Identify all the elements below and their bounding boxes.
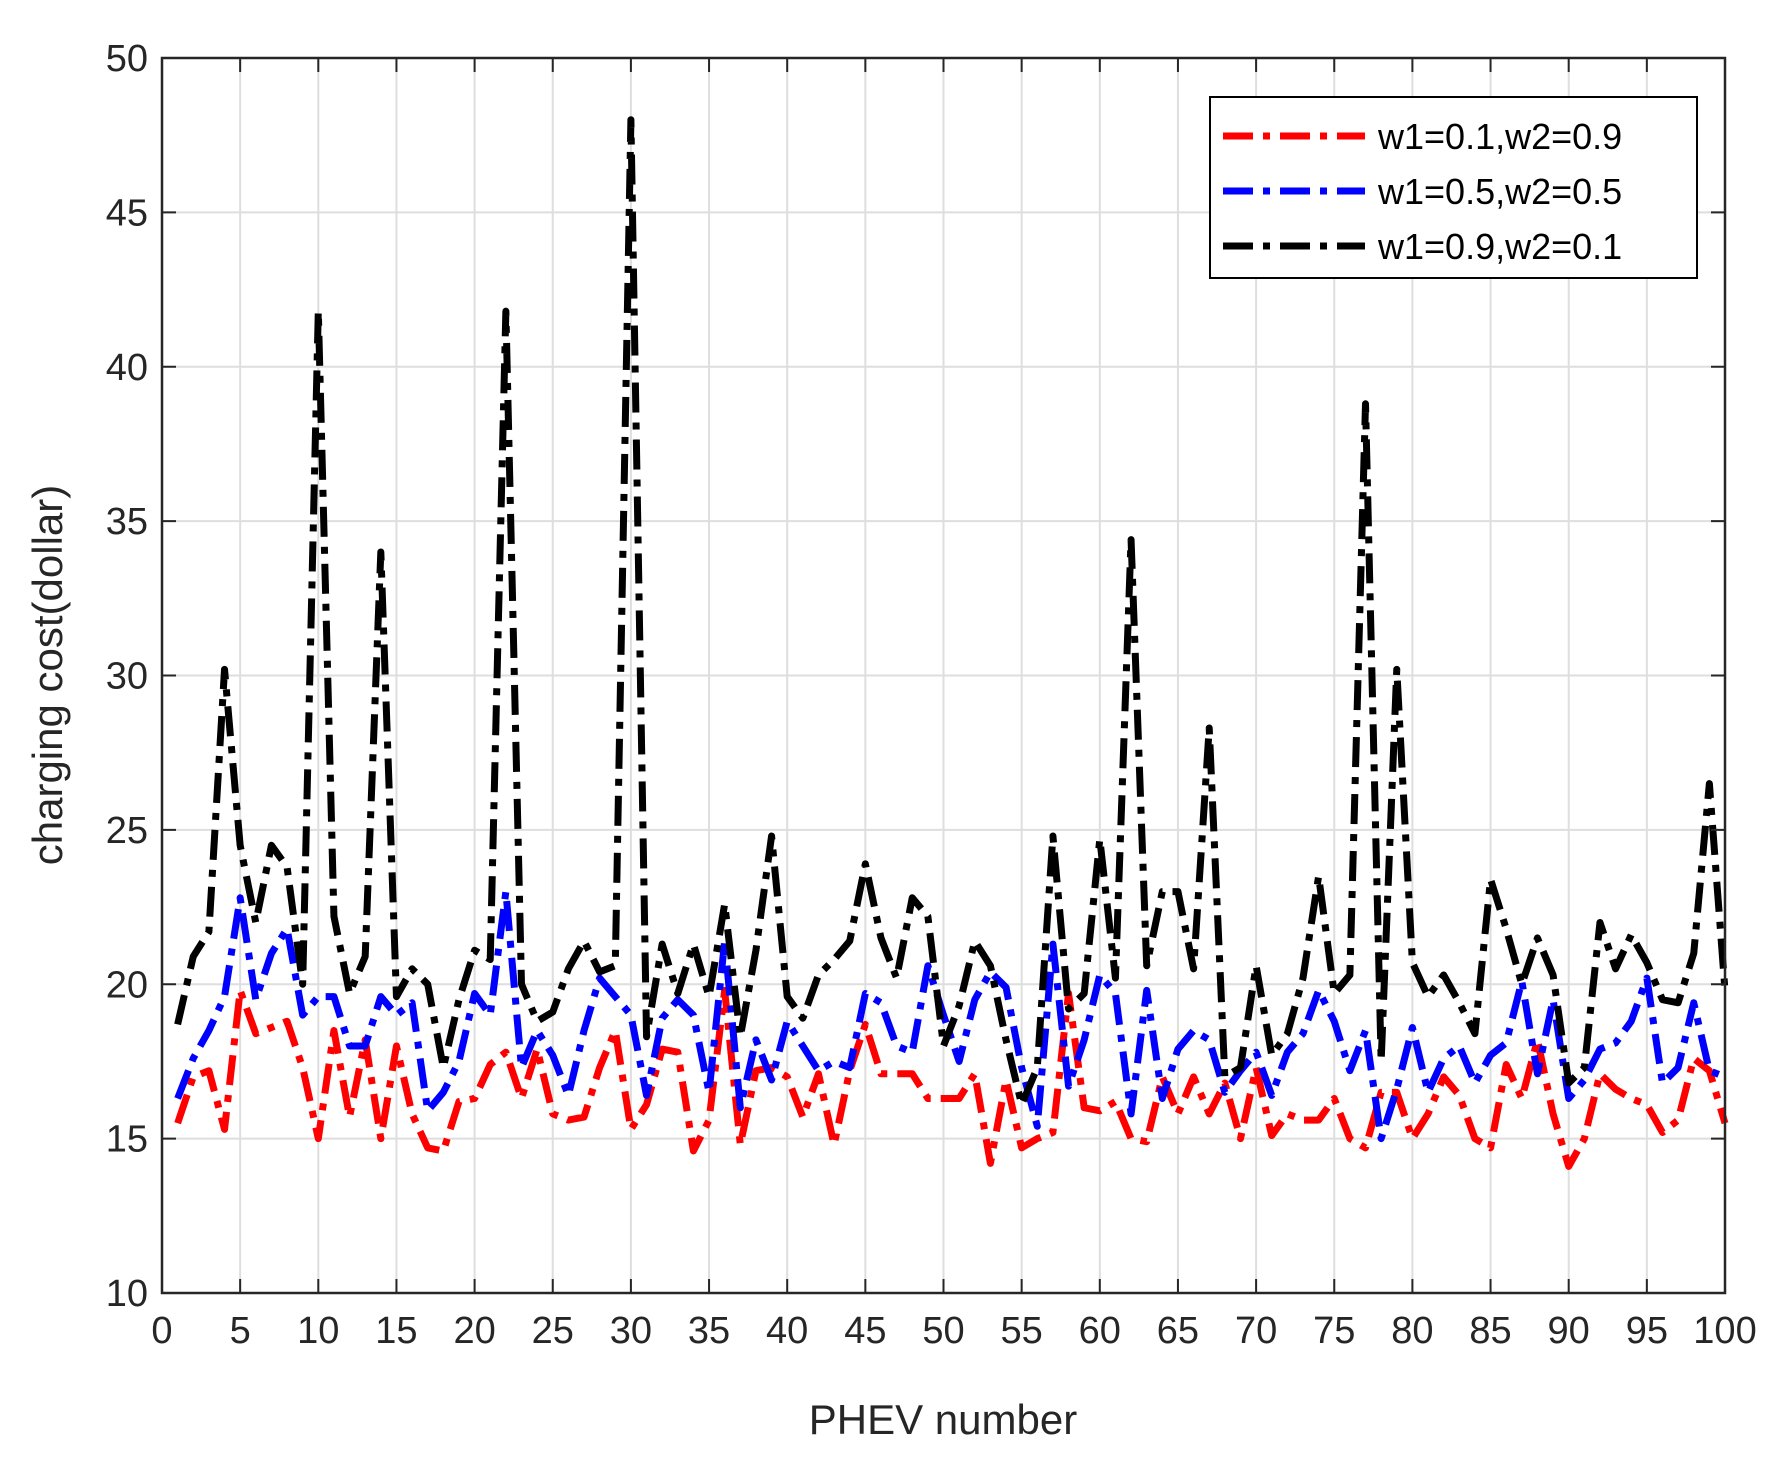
series-layer — [174, 116, 1729, 1170]
x-axis-label: PHEV number — [809, 1396, 1077, 1443]
legend-label: w1=0.9,w2=0.1 — [1377, 226, 1622, 267]
series-line-3 — [174, 116, 1729, 1109]
x-tick-label: 0 — [151, 1310, 172, 1352]
x-tick-label: 95 — [1626, 1310, 1668, 1352]
x-tick-label: 100 — [1693, 1310, 1756, 1352]
x-tick-label: 80 — [1391, 1310, 1433, 1352]
tick-marks — [161, 57, 1726, 1294]
y-tick-label: 50 — [106, 38, 148, 80]
x-tick-label: 45 — [844, 1310, 886, 1352]
x-tick-label: 20 — [453, 1310, 495, 1352]
y-tick-label: 30 — [106, 656, 148, 698]
y-tick-label: 45 — [106, 192, 148, 234]
x-tick-label: 40 — [766, 1310, 808, 1352]
x-tick-label: 85 — [1469, 1310, 1511, 1352]
tick-labels: 0 5 10 15 20 25 30 35 40 45 50 55 60 65 70 75 80 85 90 95 10… — [106, 38, 1757, 1352]
x-tick-label: 5 — [230, 1310, 251, 1352]
x-tick-label: 90 — [1548, 1310, 1590, 1352]
y-tick-label: 10 — [106, 1273, 148, 1315]
series-line-2 — [174, 888, 1727, 1143]
x-tick-label: 35 — [688, 1310, 730, 1352]
x-tick-label: 50 — [922, 1310, 964, 1352]
x-tick-label: 60 — [1079, 1310, 1121, 1352]
y-tick-label: 25 — [106, 810, 148, 852]
y-tick-label: 15 — [106, 1119, 148, 1161]
y-tick-label: 20 — [106, 964, 148, 1006]
x-tick-label: 70 — [1235, 1310, 1277, 1352]
x-tick-label: 75 — [1313, 1310, 1355, 1352]
x-tick-label: 65 — [1157, 1310, 1199, 1352]
x-tick-label: 30 — [610, 1310, 652, 1352]
x-tick-label: 10 — [297, 1310, 339, 1352]
series-line-1 — [174, 986, 1729, 1170]
x-tick-label: 15 — [375, 1310, 417, 1352]
legend: w1=0.1,w2=0.9 w1=0.5,w2=0.5 w1=0.9,w2=0.1 — [1209, 96, 1698, 279]
legend-label: w1=0.5,w2=0.5 — [1377, 171, 1622, 212]
y-tick-label: 40 — [106, 347, 148, 389]
y-axis-label: charging cost(dollar) — [24, 485, 71, 866]
legend-label: w1=0.1,w2=0.9 — [1377, 116, 1622, 157]
x-tick-label: 55 — [1001, 1310, 1043, 1352]
y-tick-label: 35 — [106, 501, 148, 543]
x-tick-label: 25 — [532, 1310, 574, 1352]
